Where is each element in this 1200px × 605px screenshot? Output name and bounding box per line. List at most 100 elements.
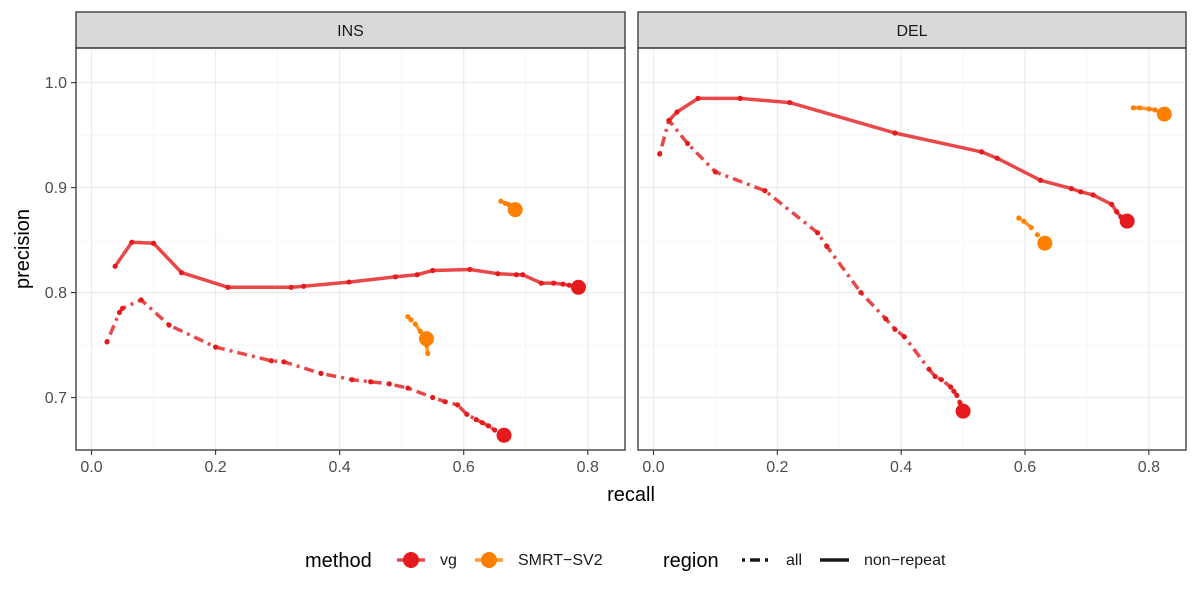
series-line-vg-non-repeat	[667, 96, 1129, 223]
x-tick-label: 0.6	[453, 459, 475, 476]
series-point-vg-non-repeat	[787, 99, 793, 106]
x-tick-label: 0.8	[1138, 459, 1160, 476]
series-point-vg-non-repeat	[1090, 192, 1096, 198]
series-point-vg-all	[712, 169, 719, 175]
panel-ins: INS	[75, 11, 626, 451]
series-point-vg-non-repeat	[392, 274, 399, 280]
series-point-vg-non-repeat	[495, 271, 501, 277]
series-point-smrt-sv2-all	[1021, 218, 1027, 224]
series-point-smrt-sv2-all	[1034, 232, 1040, 238]
series-point-vg-non-repeat	[129, 239, 135, 245]
series-layer	[657, 95, 1172, 419]
legend-key-smrt-sv2	[475, 552, 503, 568]
legend-region-title: region	[663, 550, 719, 572]
series-point-vg-all	[442, 399, 448, 405]
series-point-vg-non-repeat	[666, 117, 672, 124]
x-tick-label: 0.2	[766, 459, 788, 476]
legend-method-title: method	[305, 550, 372, 572]
series-point-vg-all	[119, 305, 126, 311]
series-point-vg-all	[858, 289, 864, 296]
series-point-smrt-sv2-all	[408, 317, 414, 323]
y-tick-label: 0.8	[45, 285, 67, 302]
series-point-vg-non-repeat	[994, 155, 1000, 161]
panel-border	[637, 47, 1187, 451]
series-point-vg-non-repeat	[979, 149, 985, 155]
y-tick-label: 0.7	[45, 390, 67, 407]
panel-title: DEL	[896, 23, 927, 40]
series-point-vg-non-repeat	[538, 280, 544, 286]
series-point-vg-all	[368, 379, 374, 385]
series-point-vg-non-repeat	[551, 280, 557, 286]
series-endpoint-smrt-sv2-non-repeat	[1156, 106, 1172, 122]
panel-strip	[637, 11, 1187, 49]
grid-lines	[76, 48, 625, 450]
legend-key-vg-marker	[403, 552, 419, 568]
x-tick-label: 0.8	[577, 459, 599, 476]
series-point-vg-all	[883, 316, 889, 322]
series-point-smrt-sv2-all	[417, 328, 423, 334]
series-point-vg-all	[464, 411, 470, 417]
series-point-vg-all	[762, 188, 768, 194]
series-point-vg-all	[926, 366, 932, 372]
series-point-vg-non-repeat	[467, 266, 473, 273]
series-point-smrt-sv2-all	[425, 350, 431, 357]
series-endpoint-vg-all	[496, 427, 512, 443]
series-endpoint-smrt-sv2-non-repeat	[507, 202, 523, 218]
series-point-smrt-sv2-non-repeat	[1136, 105, 1143, 111]
series-point-vg-non-repeat	[346, 279, 352, 285]
series-endpoint-smrt-sv2-all	[1037, 235, 1053, 251]
series-point-vg-non-repeat	[1114, 209, 1120, 215]
series-point-vg-non-repeat	[520, 272, 526, 278]
series-point-vg-all	[932, 373, 938, 380]
series-layer	[104, 198, 586, 443]
series-point-vg-all	[892, 326, 898, 332]
x-tick-label: 0.0	[642, 459, 664, 476]
panel-title: INS	[337, 23, 364, 40]
series-point-vg-non-repeat	[560, 281, 566, 287]
series-point-vg-non-repeat	[892, 130, 898, 136]
series-point-smrt-sv2-non-repeat	[1146, 106, 1152, 112]
legend: method vg SMRT−SV2 region all non−repeat	[305, 550, 946, 572]
series-point-vg-all	[318, 370, 324, 376]
series-point-vg-all	[430, 394, 436, 401]
series-point-vg-non-repeat	[178, 270, 185, 276]
x-tick-label: 0.0	[80, 459, 102, 476]
series-point-vg-all	[951, 388, 957, 394]
series-point-vg-non-repeat	[737, 95, 743, 101]
x-tick-label: 0.4	[329, 459, 351, 476]
series-point-vg-all	[281, 359, 287, 365]
series-point-vg-all	[138, 297, 144, 303]
series-point-vg-all	[684, 140, 691, 147]
panel-border	[75, 47, 626, 451]
panel-strip	[75, 11, 626, 49]
series-point-smrt-sv2-non-repeat	[498, 198, 504, 204]
series-point-vg-non-repeat	[301, 283, 307, 289]
series-point-vg-all	[954, 392, 960, 399]
series-point-smrt-sv2-all	[1028, 224, 1034, 231]
legend-label-all: all	[786, 552, 802, 569]
series-point-smrt-sv2-all	[1016, 215, 1022, 221]
series-point-vg-all	[657, 151, 663, 157]
series-point-vg-all	[405, 385, 411, 391]
series-point-vg-all	[473, 416, 479, 423]
series-point-vg-non-repeat	[566, 282, 572, 288]
axes-layer: 0.0 0.2 0.4 0.6 0.8 0.7 0.8 0.9 1.0 0.0 0.2 0.4 0.6 0…	[45, 75, 1160, 476]
series-point-vg-all	[492, 427, 498, 433]
y-tick-label: 0.9	[45, 180, 67, 197]
legend-label-vg: vg	[440, 552, 457, 569]
series-point-vg-all	[116, 309, 123, 316]
series-point-vg-non-repeat	[674, 109, 680, 115]
x-axis-title: recall	[607, 484, 655, 506]
series-endpoint-smrt-sv2-all	[418, 331, 434, 347]
y-tick-label: 1.0	[45, 75, 67, 92]
legend-key-vg	[397, 552, 425, 568]
series-point-vg-all	[268, 358, 275, 364]
series-point-vg-non-repeat	[1109, 201, 1115, 207]
series-point-vg-all	[901, 334, 907, 340]
series-point-vg-all	[814, 230, 821, 236]
series-endpoint-vg-non-repeat	[1119, 213, 1135, 229]
series-point-vg-all	[166, 322, 172, 328]
series-point-vg-non-repeat	[225, 284, 231, 290]
